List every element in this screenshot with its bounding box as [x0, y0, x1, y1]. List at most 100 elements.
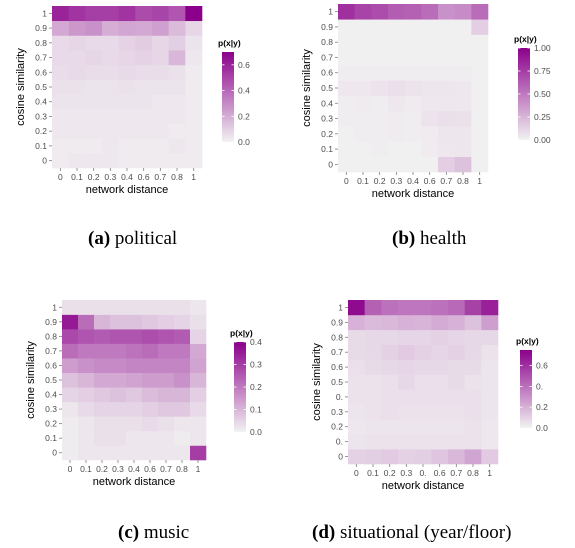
y-tick-label: 0.2 — [45, 419, 57, 429]
heatmap-cell — [354, 4, 372, 20]
heatmap-cell — [135, 64, 153, 80]
heatmap-cell — [102, 153, 119, 169]
heatmap-cell — [174, 445, 191, 461]
heatmap-cell — [431, 300, 449, 316]
heatmap-cell — [52, 94, 69, 110]
x-tick-label: 0.6 — [424, 176, 436, 186]
heatmap-cell — [448, 329, 465, 346]
heatmap-cell — [52, 138, 69, 154]
heatmap-cell — [471, 80, 489, 96]
heatmap-cell — [158, 445, 175, 461]
x-tick-label: 0 — [68, 464, 73, 474]
heatmap-cell — [471, 49, 489, 66]
heatmap-cell — [102, 94, 119, 110]
legend-tick-label: 0.0 — [238, 137, 250, 147]
heatmap-cell — [152, 123, 169, 139]
heatmap-cell — [152, 6, 169, 22]
heatmap-cell — [404, 126, 422, 142]
y-tick-label: 0.9 — [45, 317, 57, 327]
heatmap-cell — [438, 19, 455, 35]
heatmap-cell — [471, 65, 489, 81]
heatmap-cell — [78, 372, 95, 388]
heatmap-cell — [190, 372, 207, 388]
heatmap-cell — [185, 35, 203, 51]
heatmap-cell — [481, 329, 499, 346]
heatmap-cell — [190, 430, 207, 446]
heatmap-cell — [388, 49, 405, 66]
heatmap-cell — [464, 314, 482, 331]
heatmap-cell — [68, 6, 86, 22]
heatmap-cell — [78, 401, 95, 417]
heatmap-cell — [168, 138, 186, 154]
heatmap-cell — [174, 430, 191, 446]
heatmap-cell — [388, 19, 405, 35]
heatmap-cell — [185, 79, 203, 95]
heatmap-cell — [371, 49, 389, 66]
legend-tick-label: 0.2 — [250, 382, 262, 392]
heatmap-cell — [464, 344, 482, 360]
heatmap-cell — [448, 300, 465, 316]
heatmap-cell — [354, 34, 372, 51]
heatmap-music: 0 0.1 0.2 0.3 0.4 0.6 0.7 0.8 1 0 0.1 0.2 0.3 0.4 0.5 0… — [25, 300, 262, 488]
heatmap-cell — [471, 126, 489, 142]
heatmap-cell — [371, 156, 389, 173]
heatmap-cell — [354, 141, 372, 158]
heatmap-cell — [68, 153, 86, 169]
heatmap-cell — [454, 34, 472, 51]
legend-tick-label: 0. — [536, 381, 543, 391]
x-tick-label: 0.8 — [171, 172, 183, 182]
x-tick-label: 0.2 — [88, 172, 100, 182]
heatmap-cell — [110, 445, 127, 461]
heatmap-cell — [102, 138, 119, 154]
x-tick-label: 0.6 — [138, 172, 150, 182]
heatmap-cell — [448, 389, 465, 405]
heatmap-cell — [126, 401, 143, 417]
heatmap-cell — [371, 141, 389, 158]
heatmap-cell — [471, 110, 489, 127]
x-axis-title: network distance — [93, 476, 176, 488]
heatmap-cell — [94, 387, 111, 403]
heatmap-cell — [126, 372, 143, 388]
heatmap-cell — [371, 19, 389, 35]
heatmap-cell — [94, 401, 111, 417]
heatmap-cell — [190, 314, 207, 330]
heatmap-cell — [135, 50, 153, 66]
heatmap-cell — [454, 110, 472, 127]
y-tick-label: 0. — [336, 392, 343, 402]
y-tick-label: 0.1 — [35, 141, 47, 151]
heatmap-cell — [135, 153, 153, 169]
heatmap-cell — [185, 109, 203, 125]
x-tick-label: 0.7 — [160, 464, 172, 474]
heatmap-cell — [404, 34, 422, 51]
heatmap-cell — [354, 80, 372, 96]
heatmap-cell — [364, 359, 382, 375]
heatmap-cell — [158, 401, 175, 417]
heatmap-cell — [398, 389, 415, 405]
legend-tick-label: 0.4 — [238, 86, 250, 96]
heatmap-cell — [102, 79, 119, 95]
heatmap-cell — [94, 358, 111, 374]
heatmap-cell — [94, 329, 111, 344]
y-axis-title: cosine similarity — [301, 49, 313, 127]
y-tick-label: 1 — [328, 7, 333, 17]
heatmap-cell — [338, 65, 355, 81]
heatmap-cell — [388, 126, 405, 142]
heatmap-cell — [421, 19, 439, 35]
heatmap-cell — [68, 123, 86, 139]
x-tick-label: 0.6 — [434, 468, 446, 478]
heatmap-cell — [421, 80, 439, 96]
heatmap-cell — [102, 109, 119, 125]
heatmap-cell — [126, 430, 143, 446]
y-tick-label: 1 — [338, 302, 343, 312]
heatmap-cell — [118, 79, 136, 95]
heatmap-cell — [364, 300, 382, 316]
heatmap-cell — [168, 109, 186, 125]
heatmap-cell — [126, 416, 143, 432]
heatmap-cell — [78, 387, 95, 403]
x-tick-label: 0.3 — [400, 468, 412, 478]
heatmap-cell — [438, 141, 455, 158]
y-tick-label: 0.7 — [321, 52, 333, 62]
heatmap-cell — [404, 65, 422, 81]
heatmap-cell — [126, 343, 143, 359]
heatmap-cell — [381, 314, 399, 331]
